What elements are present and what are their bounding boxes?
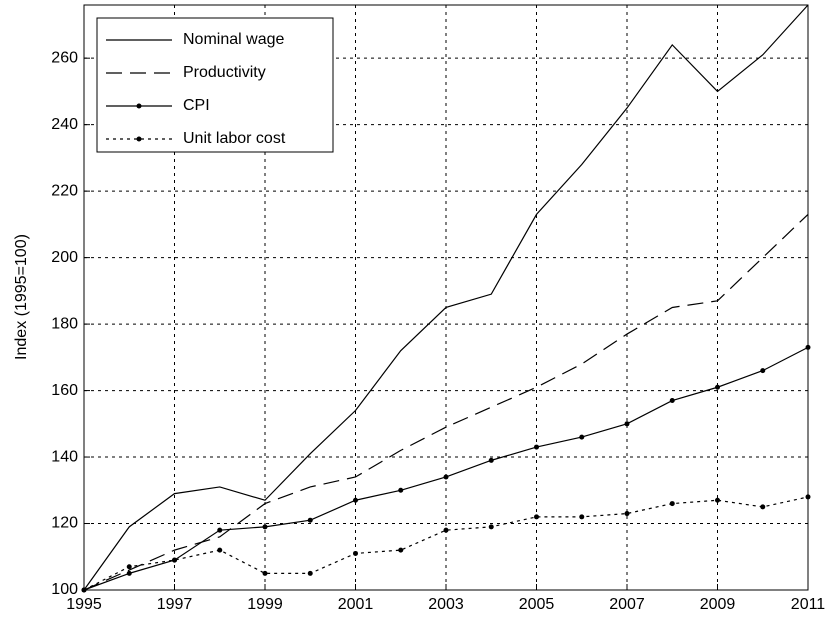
series-marker [715, 497, 720, 503]
legend-label: Unit labor cost [183, 130, 286, 147]
series-marker [353, 550, 358, 556]
y-axis-label: Index (1995=100) [13, 234, 30, 360]
x-tick-label: 1999 [247, 596, 283, 613]
series-marker [760, 504, 766, 510]
legend-marker [136, 103, 142, 109]
y-tick-label: 140 [51, 448, 78, 465]
y-tick-label: 200 [51, 249, 78, 266]
series-marker [760, 368, 766, 374]
series-marker [443, 474, 449, 480]
x-tick-label: 2009 [700, 596, 736, 613]
series-marker [669, 501, 675, 507]
x-tick-label: 1997 [157, 596, 193, 613]
y-tick-label: 100 [51, 581, 78, 598]
series-marker [624, 511, 630, 517]
y-tick-label: 220 [51, 182, 78, 199]
legend-label: Nominal wage [183, 31, 284, 48]
series-marker [217, 527, 223, 533]
legend-label: Productivity [183, 64, 266, 81]
series-marker [126, 570, 132, 576]
series-marker [579, 434, 585, 440]
series-marker [488, 524, 494, 530]
series-marker [262, 524, 268, 530]
series-marker [126, 564, 132, 570]
y-tick-label: 180 [51, 315, 78, 332]
series-marker [488, 457, 494, 463]
series-marker [307, 517, 313, 523]
series-marker [81, 587, 87, 593]
series-marker [579, 514, 585, 520]
series-marker [217, 547, 223, 553]
series-marker [443, 527, 449, 533]
x-tick-label: 2007 [609, 596, 645, 613]
x-tick-label: 2001 [338, 596, 374, 613]
series-marker [805, 494, 811, 500]
legend-marker [136, 136, 142, 142]
series-marker [262, 570, 268, 576]
y-tick-label: 120 [51, 515, 78, 532]
y-tick-label: 160 [51, 382, 78, 399]
series-marker [534, 444, 539, 450]
x-tick-label: 1995 [66, 596, 102, 613]
x-tick-label: 2011 [791, 596, 826, 613]
series-marker [624, 421, 630, 427]
series-marker [534, 514, 539, 520]
plot-frame [83, 4, 809, 591]
x-tick-label: 2003 [428, 596, 464, 613]
series-marker [669, 398, 675, 404]
series-marker [398, 547, 404, 553]
series-line [83, 496, 809, 591]
y-tick-label: 260 [51, 49, 78, 66]
series-marker [805, 344, 811, 350]
legend-label: CPI [183, 97, 210, 114]
series-marker [715, 384, 720, 390]
series-marker [172, 557, 177, 563]
x-tick-label: 2005 [519, 596, 555, 613]
series-line [83, 4, 809, 591]
series-marker [353, 497, 358, 503]
series-marker [307, 570, 313, 576]
y-tick-label: 240 [51, 116, 78, 133]
series-marker [398, 487, 404, 493]
series-line [83, 213, 809, 591]
